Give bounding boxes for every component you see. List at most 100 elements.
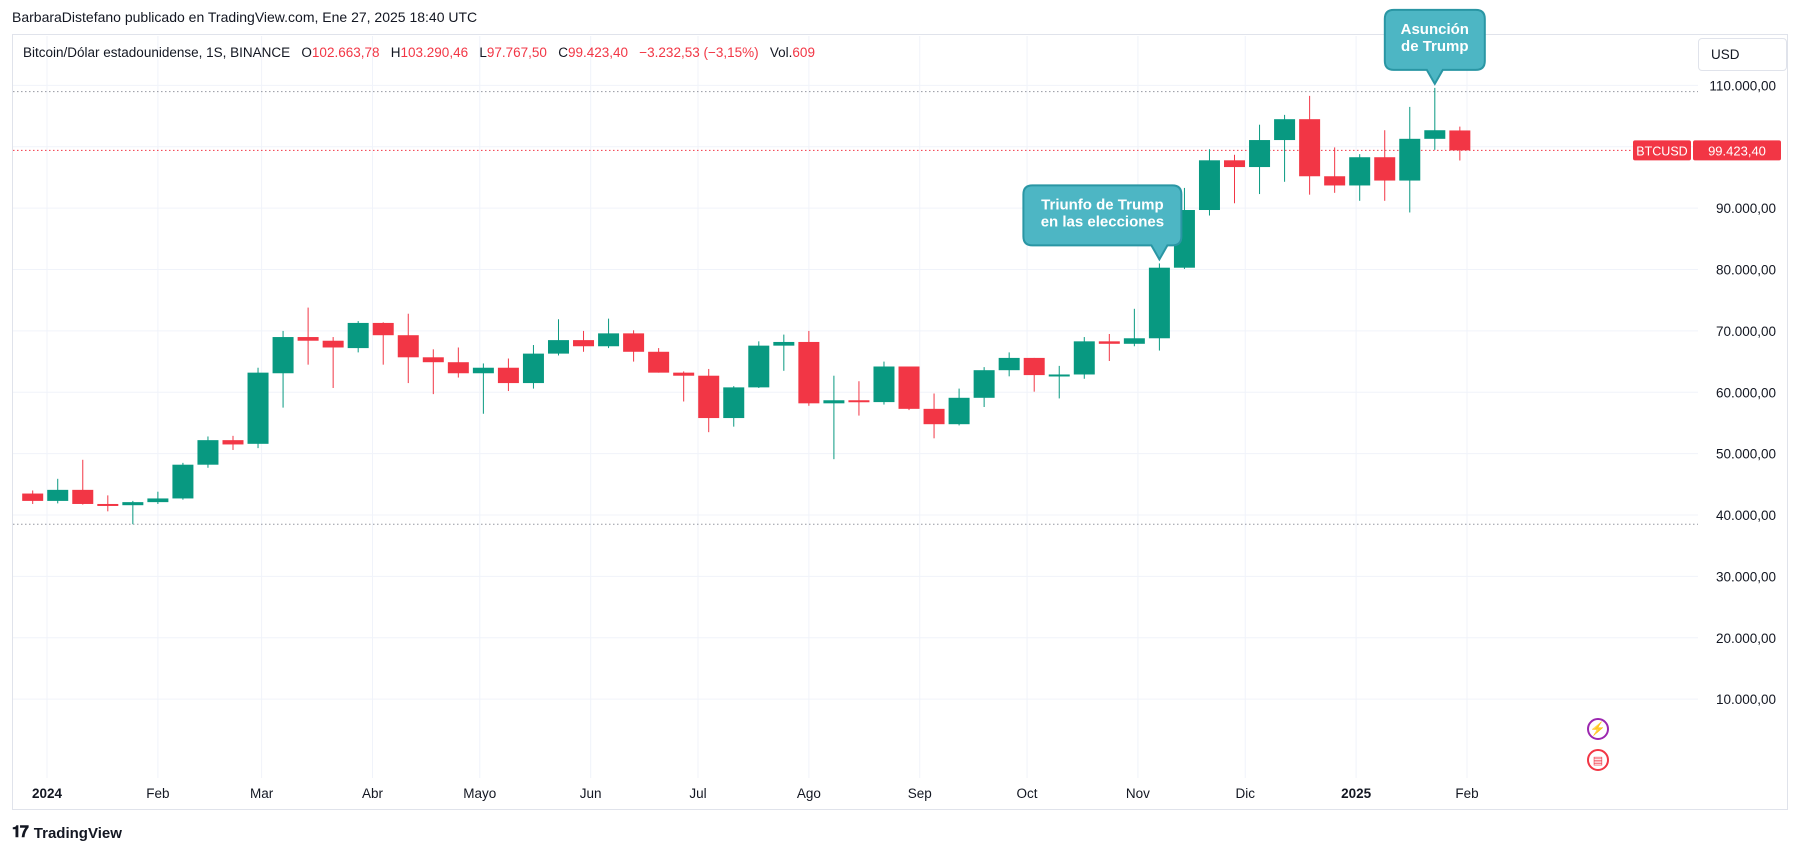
candle <box>1123 308 1145 347</box>
candle <box>47 478 69 504</box>
candles <box>22 87 1471 525</box>
candle <box>1198 149 1220 216</box>
high-value: 103.290,46 <box>400 45 469 60</box>
candle-body <box>648 351 670 373</box>
candle <box>598 318 620 349</box>
candle-body <box>773 341 795 346</box>
candle-body <box>573 340 595 347</box>
candle <box>447 347 469 378</box>
candle-body <box>873 366 895 403</box>
candle-body <box>72 489 94 504</box>
candle-body <box>823 400 845 404</box>
candle <box>1299 95 1321 195</box>
candle-body <box>923 408 945 425</box>
candle <box>998 352 1020 377</box>
candle-body <box>1224 160 1246 168</box>
change-value: −3.232,53 (−3,15%) <box>639 45 759 60</box>
candle <box>1349 154 1371 201</box>
candle <box>748 341 770 388</box>
candle <box>1224 154 1246 204</box>
y-tick-label: 110.000,00 <box>1709 78 1776 93</box>
candle-body <box>623 333 645 352</box>
candle <box>1449 126 1471 161</box>
x-tick-label: Oct <box>1017 786 1038 801</box>
tradingview-brand[interactable]: 𝟏𝟕 TradingView <box>12 824 122 842</box>
candle-body <box>848 400 870 403</box>
x-tick-label: 2024 <box>32 786 63 801</box>
high-label: H <box>390 45 401 60</box>
x-tick-label: Ago <box>797 786 821 801</box>
chart-frame <box>12 34 1788 810</box>
candle <box>1274 114 1296 182</box>
callout-text: Triunfo de Trump <box>1041 196 1164 213</box>
candle-body <box>347 322 369 349</box>
y-tick-label: 10.000,00 <box>1716 692 1776 707</box>
x-tick-label: Dic <box>1235 786 1255 801</box>
candle-body <box>97 503 119 506</box>
candle <box>1374 130 1396 201</box>
candle <box>823 375 845 460</box>
price-tag: BTCUSD 99.423,40 <box>1633 140 1781 161</box>
y-tick-label: 20.000,00 <box>1716 631 1776 646</box>
currency-button[interactable]: USD <box>1698 38 1787 71</box>
candle <box>272 330 294 408</box>
price-tag-value: 99.423,40 <box>1708 143 1766 158</box>
candle-body <box>522 353 544 384</box>
candle-body <box>547 340 569 354</box>
candle-body <box>222 440 244 445</box>
candle-body <box>1374 157 1396 181</box>
candle-body <box>22 493 44 501</box>
candle <box>648 348 670 373</box>
candle <box>247 367 269 449</box>
candle <box>1048 365 1070 399</box>
x-tick-label: Jul <box>689 786 706 801</box>
candle <box>147 491 169 504</box>
low-label: L <box>479 45 487 60</box>
candle <box>948 388 970 426</box>
candle-body <box>1399 138 1421 181</box>
x-tick-label: Sep <box>908 786 932 801</box>
us-flag-icon[interactable]: ▤ <box>1587 749 1609 771</box>
price-tag-value-bg <box>1693 140 1781 161</box>
candle <box>322 337 344 388</box>
candle-body <box>172 464 194 499</box>
low-value: 97.767,50 <box>486 45 547 60</box>
candle-body <box>1299 119 1321 177</box>
candle-body <box>1098 341 1120 344</box>
candle <box>522 345 544 389</box>
candle-body <box>1148 267 1170 339</box>
candle <box>22 490 44 504</box>
candle <box>1249 124 1271 195</box>
x-tick-label: Mayo <box>463 786 496 801</box>
symbol-name: Bitcoin/Dólar estadounidense, 1S, BINANC… <box>23 45 291 60</box>
candle <box>72 459 94 505</box>
open-label: O <box>301 45 312 60</box>
close-label: C <box>558 45 568 60</box>
candle-body <box>372 322 394 336</box>
candle <box>1148 263 1170 351</box>
candle-body <box>998 357 1020 371</box>
callout-bubble <box>1022 184 1183 262</box>
candle <box>372 322 394 365</box>
x-tick-label: 2025 <box>1341 786 1372 801</box>
candle-body <box>1349 157 1371 186</box>
candle <box>222 435 244 450</box>
callout-text: de Trump <box>1401 38 1469 55</box>
x-tick-label: Jun <box>580 786 602 801</box>
candle-body <box>748 345 770 388</box>
y-tick-label: 60.000,00 <box>1716 385 1776 400</box>
candle-body <box>1449 130 1471 151</box>
candle <box>347 321 369 353</box>
candle-body <box>1424 130 1446 139</box>
candle-body <box>1023 357 1045 376</box>
x-tick-label: Feb <box>1455 786 1478 801</box>
candle-body <box>1249 140 1271 168</box>
candle <box>973 367 995 408</box>
x-axis: 2024 Feb Mar Abr Mayo Jun Jul Ago Sep Oct Nov Dic 20… <box>32 786 1479 801</box>
y-axis: 10.000,00 20.000,00 30.000,00 40.000,00 50.0… <box>1708 78 1776 707</box>
lightning-icon[interactable]: ⚡ <box>1587 718 1609 740</box>
